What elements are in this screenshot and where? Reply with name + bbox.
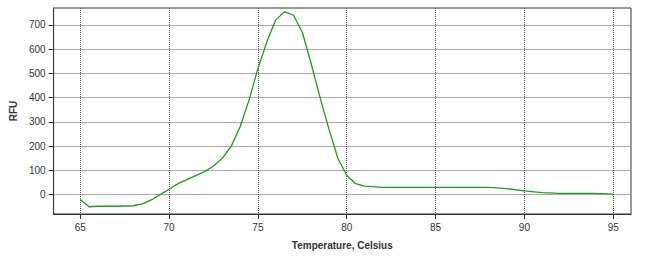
svg-text:700: 700 — [29, 19, 46, 30]
svg-text:70: 70 — [164, 222, 176, 233]
svg-text:500: 500 — [29, 68, 46, 79]
svg-text:0: 0 — [40, 189, 46, 200]
svg-text:600: 600 — [29, 44, 46, 55]
svg-text:65: 65 — [75, 222, 87, 233]
svg-text:95: 95 — [608, 222, 620, 233]
svg-text:80: 80 — [341, 222, 353, 233]
svg-text:200: 200 — [29, 141, 46, 152]
svg-text:75: 75 — [252, 222, 264, 233]
svg-text:100: 100 — [29, 165, 46, 176]
svg-text:90: 90 — [519, 222, 531, 233]
svg-text:Temperature, Celsius: Temperature, Celsius — [292, 240, 393, 251]
svg-text:300: 300 — [29, 116, 46, 127]
svg-text:RFU: RFU — [8, 101, 19, 122]
svg-text:400: 400 — [29, 92, 46, 103]
svg-text:85: 85 — [430, 222, 442, 233]
